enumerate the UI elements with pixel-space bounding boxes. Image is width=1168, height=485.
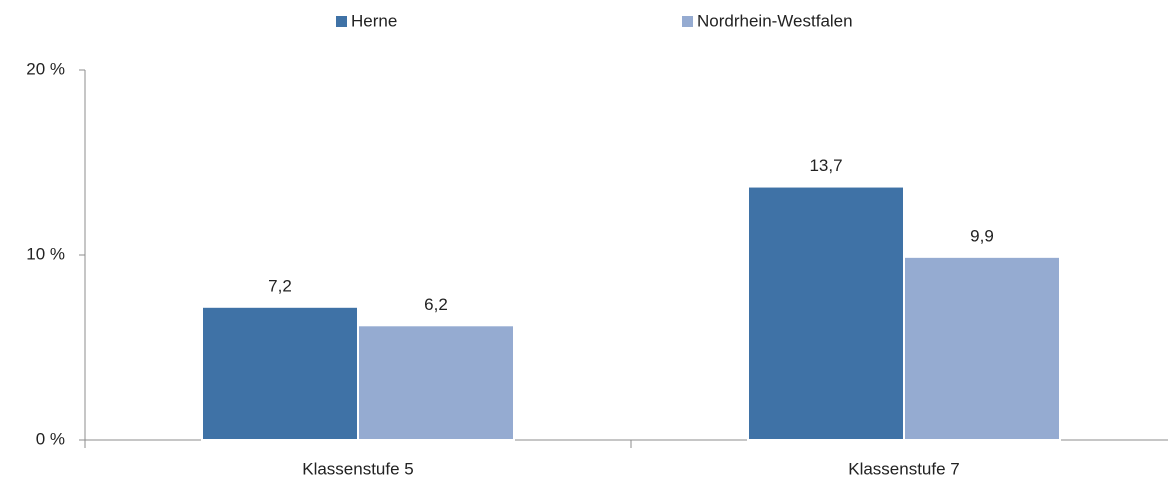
legend-label: Nordrhein-Westfalen	[697, 11, 853, 30]
data-label: 7,2	[268, 276, 292, 295]
bar	[747, 185, 905, 441]
x-tick-label: Klassenstufe 7	[848, 459, 960, 478]
y-tick-label: 0 %	[36, 429, 65, 448]
legend-swatch	[682, 16, 693, 27]
data-label: 9,9	[970, 226, 994, 245]
legend-swatch	[336, 16, 347, 27]
bar	[903, 255, 1061, 441]
x-tick-label: Klassenstufe 5	[302, 459, 414, 478]
y-tick-label: 20 %	[26, 59, 65, 78]
data-label: 6,2	[424, 295, 448, 314]
legend-label: Herne	[351, 11, 397, 30]
y-tick-label: 10 %	[26, 244, 65, 263]
data-label: 13,7	[809, 156, 842, 175]
bar	[357, 324, 515, 441]
bar	[201, 305, 359, 441]
